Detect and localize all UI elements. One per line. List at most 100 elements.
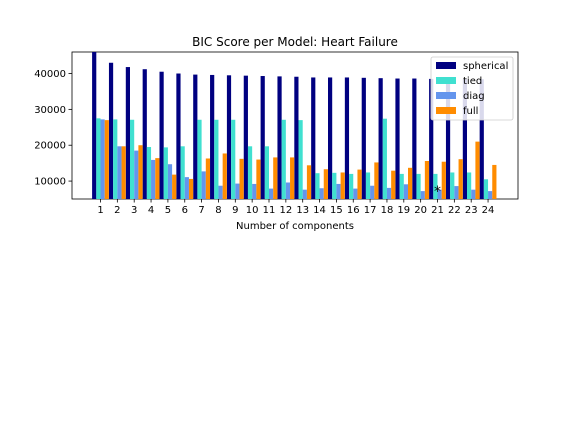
x-tick-label: 14 [313,205,326,216]
bar-full-16 [357,169,362,199]
bar-diag-11 [269,188,274,199]
y-tick-label: 40000 [34,69,66,80]
y-tick-label: 30000 [34,105,66,116]
bar-tied-5 [163,147,168,199]
bar-diag-4 [151,159,156,199]
bar-tied-16 [349,173,354,199]
bars-layer [92,52,497,200]
bar-full-8 [222,153,227,199]
x-axis: 1 2 3 4 5 6 7 8 9 10 11 12 13 14 15 16 17 18 19 20 21 22 23 24 [97,199,494,216]
bar-spherical-10 [243,75,248,199]
bar-spherical-19 [395,78,400,199]
bar-spherical-15 [328,77,333,199]
bar-spherical-20 [412,78,417,199]
bar-diag-9 [235,183,240,199]
bar-tied-15 [332,172,337,199]
bar-tied-10 [247,146,253,199]
bar-spherical-5 [159,71,164,199]
bar-tied-14 [315,173,320,199]
bar-spherical-1 [92,52,97,199]
bar-diag-6 [184,177,189,199]
legend-label-spherical: spherical [463,61,508,72]
bar-diag-15 [336,183,341,199]
x-tick-label: 12 [279,205,292,216]
x-tick-label: 2 [114,205,120,216]
bar-spherical-13 [294,76,299,199]
bar-diag-18 [386,187,392,199]
bar-diag-20 [420,191,425,199]
bar-spherical-7 [193,74,198,199]
chart-title: BIC Score per Model: Heart Failure [192,35,398,49]
bar-tied-21 [433,173,438,199]
bar-diag-13 [302,189,307,199]
x-tick-label: 16 [347,205,360,216]
bar-spherical-8 [210,74,215,199]
x-tick-label: 18 [381,205,394,216]
bar-tied-12 [281,119,286,199]
y-tick-label: 10000 [34,177,66,188]
bar-full-1 [104,120,109,199]
bar-diag-17 [370,185,375,199]
bar-spherical-6 [176,73,181,199]
bar-tied-7 [197,119,202,199]
bar-spherical-12 [277,76,282,199]
legend-swatch-diag [436,92,456,99]
bar-spherical-18 [378,78,383,199]
bar-full-13 [306,165,312,199]
legend-swatch-tied [436,77,456,84]
bar-spherical-24 [479,79,484,199]
bar-full-11 [273,157,278,199]
bar-tied-4 [146,147,152,199]
x-tick-label: 1 [97,205,103,216]
bar-tied-11 [264,146,269,199]
bar-spherical-2 [108,62,114,200]
x-tick-label: 20 [414,205,427,216]
bar-diag-10 [252,183,257,199]
bar-diag-24 [488,191,493,199]
bar-full-10 [256,159,261,199]
bar-full-19 [408,167,413,199]
bar-spherical-3 [125,67,130,199]
bar-spherical-14 [311,77,316,199]
best-model-marker: * [434,184,441,200]
x-tick-label: 4 [148,205,154,216]
x-tick-label: 15 [330,205,343,216]
legend-swatch-full [436,107,456,114]
bar-spherical-16 [344,77,350,199]
x-tick-label: 22 [448,205,461,216]
x-tick-label: 5 [165,205,171,216]
bar-diag-14 [319,188,324,199]
bar-diag-23 [471,189,476,199]
x-tick-label: 23 [465,205,478,216]
bar-spherical-23 [462,79,467,199]
legend-swatch-spherical [436,62,456,69]
x-tick-label: 10 [246,205,259,216]
bar-full-24 [492,164,497,199]
bar-full-4 [155,158,160,199]
legend: spherical tied diag full [430,56,514,121]
bar-tied-20 [416,173,421,199]
legend-label-diag: diag [463,91,485,102]
bar-full-20 [424,161,430,199]
x-tick-label: 6 [182,205,188,216]
bar-full-7 [205,158,210,199]
bar-full-14 [323,169,328,199]
bar-full-23 [475,141,480,199]
x-tick-label: 9 [232,205,238,216]
x-axis-label: Number of components [236,221,354,232]
y-axis: 10000 20000 30000 40000 [34,69,72,188]
bar-full-18 [391,170,396,199]
x-tick-label: 19 [397,205,410,216]
bar-spherical-21 [429,78,434,199]
x-tick-label: 11 [263,205,276,216]
bar-full-5 [172,174,177,199]
x-tick-label: 21 [431,205,444,216]
bar-spherical-4 [142,69,147,200]
bar-diag-12 [285,182,291,199]
bar-tied-13 [298,120,303,199]
x-tick-label: 7 [198,205,204,216]
bar-tied-6 [180,146,185,199]
bar-full-3 [138,145,143,199]
plot-area: 1 2 3 4 5 6 7 8 9 10 11 12 13 14 15 16 17 18 19 20 21 22 23 24 … [34,51,519,216]
